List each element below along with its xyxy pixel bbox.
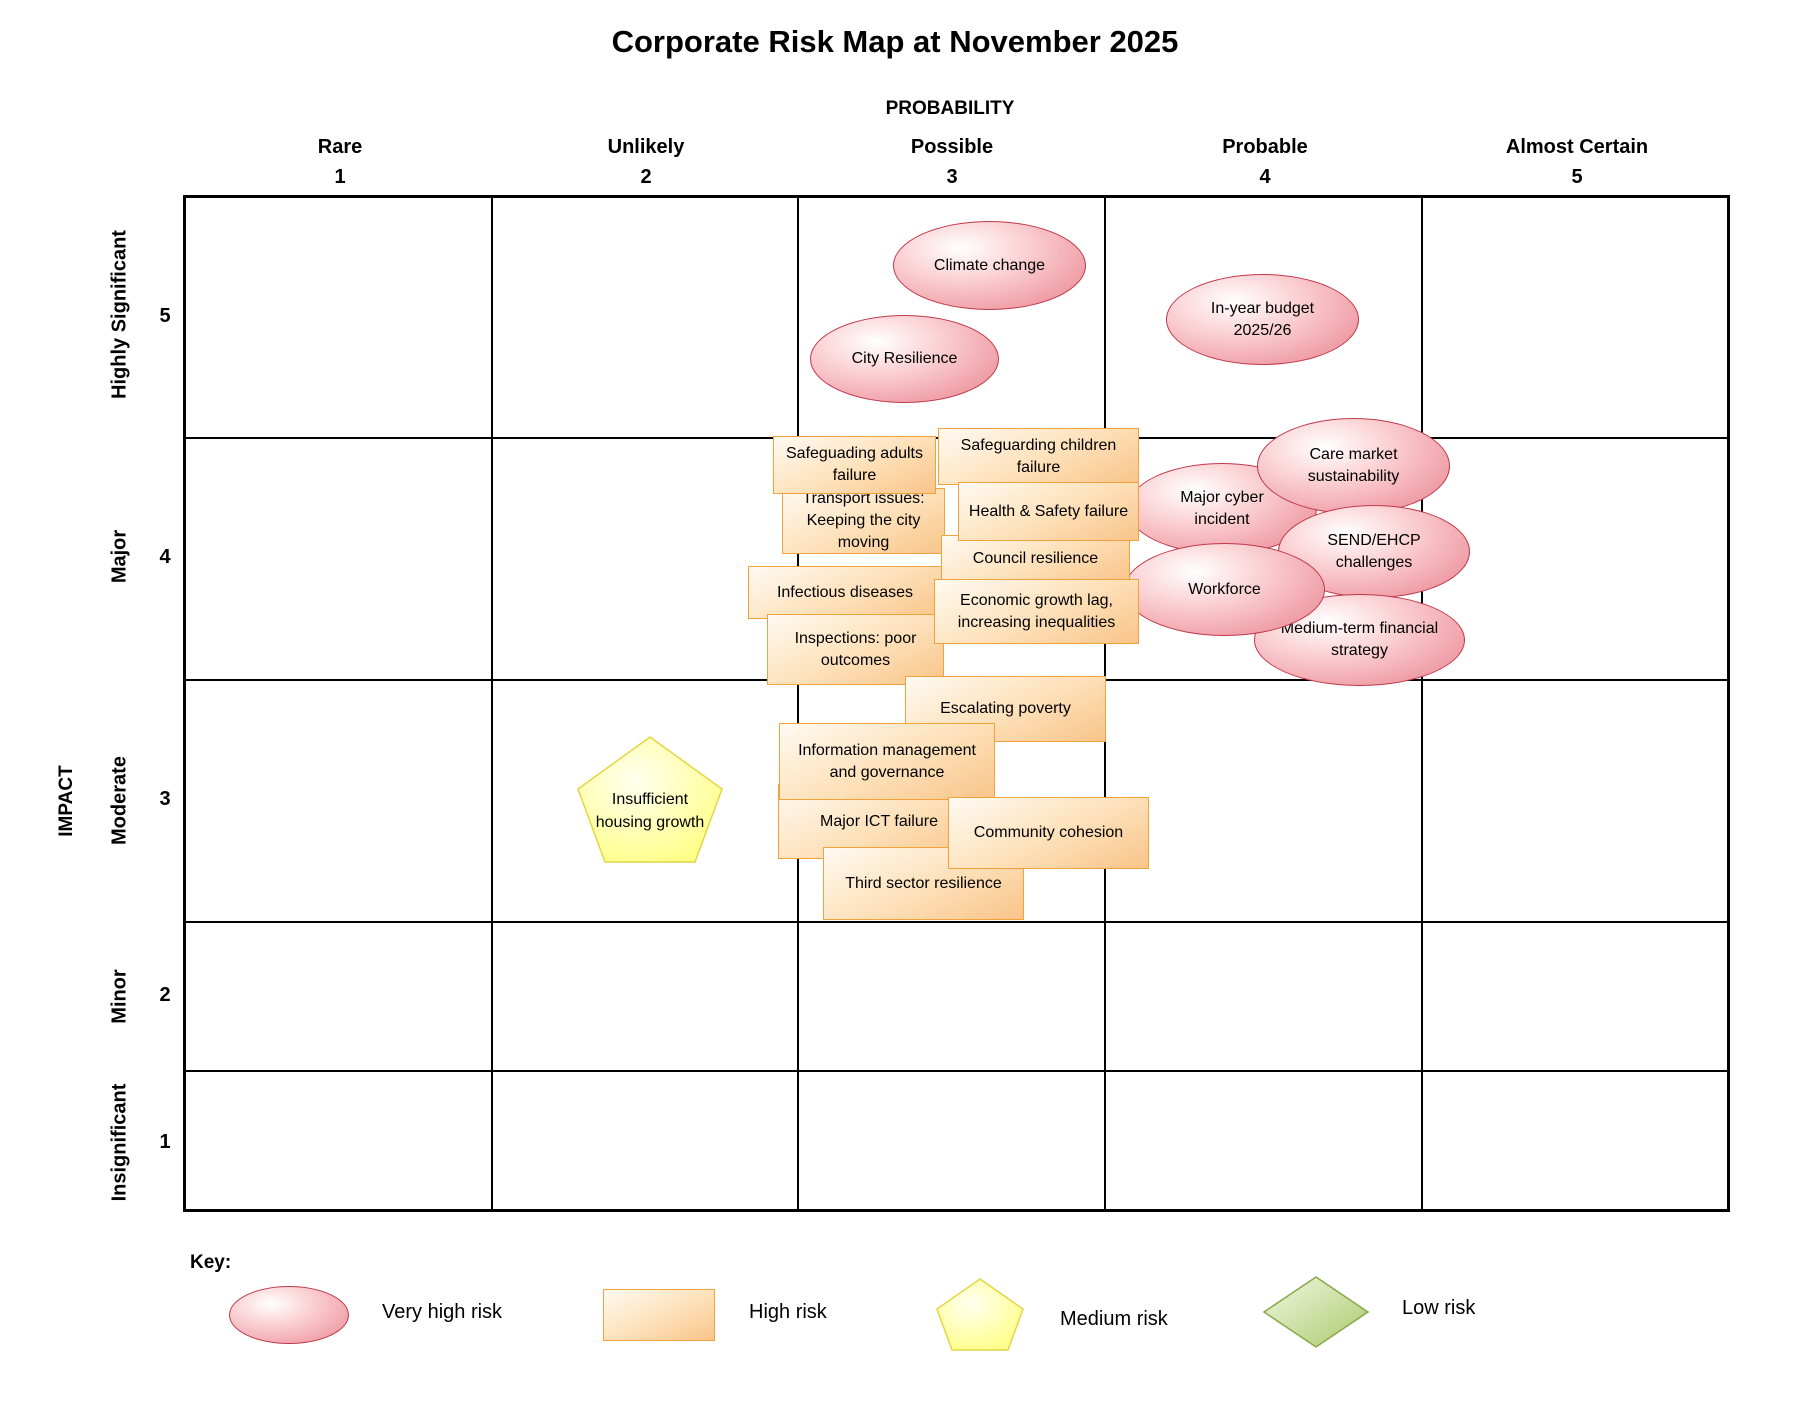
grid-column-divider (491, 198, 493, 1209)
key-low-risk-label: Low risk (1402, 1297, 1476, 1319)
key-high-risk-swatch (603, 1289, 715, 1341)
risk-care-market-sustainability[interactable]: Care market sustainability (1257, 418, 1450, 514)
key-very-high-risk-label: Very high risk (382, 1301, 503, 1323)
risk-climate-change[interactable]: Climate change (893, 221, 1086, 310)
grid-column-divider (797, 198, 799, 1209)
risk-inspections-poor-outcomes[interactable]: Inspections: poor outcomes (767, 614, 944, 685)
risk-information-management[interactable]: Information management and governance (779, 723, 995, 800)
column-number: 2 (640, 166, 652, 188)
column-name: Possible (910, 136, 994, 158)
row-number-1: 1 (159, 1131, 171, 1153)
risk-community-cohesion[interactable]: Community cohesion (948, 797, 1149, 869)
column-number: 1 (334, 166, 346, 188)
probability-axis-label: PROBABILITY (885, 98, 1015, 119)
risk-economic-growth-lag[interactable]: Economic growth lag, increasing inequali… (934, 579, 1139, 644)
risk-insufficient-housing-growth[interactable]: Insufficient housing growth (595, 791, 705, 831)
row-number-5: 5 (159, 305, 171, 327)
column-number: 3 (946, 166, 958, 188)
row-number-4: 4 (159, 546, 171, 568)
risk-escalating-poverty[interactable]: Escalating poverty (905, 676, 1106, 742)
risk-health-safety-failure[interactable]: Health & Safety failure (958, 482, 1139, 541)
column-header-possible: Possible 3 (832, 132, 1072, 192)
key-low-risk-swatch (1262, 1276, 1370, 1348)
risk-council-resilience[interactable]: Council resilience (941, 535, 1130, 582)
risk-city-resilience[interactable]: City Resilience (810, 315, 999, 403)
row-name-insignificant: Insignificant (108, 1083, 131, 1202)
key-title: Key: (190, 1252, 232, 1273)
medium-risk-pentagon-shape (577, 736, 723, 863)
column-header-almost-certain: Almost Certain 5 (1457, 132, 1697, 192)
row-name-moderate: Moderate (108, 756, 131, 845)
row-number-3: 3 (159, 788, 171, 810)
risk-safeguarding-adults[interactable]: Safeguading adults failure (773, 436, 936, 494)
column-header-unlikely: Unlikely 2 (526, 132, 766, 192)
page-title: Corporate Risk Map at November 2025 (611, 24, 1179, 59)
risk-safeguarding-children[interactable]: Safeguarding children failure (938, 428, 1139, 485)
grid-row-divider (186, 921, 1727, 923)
risk-in-year-budget[interactable]: In-year budget 2025/26 (1166, 274, 1359, 365)
key-high-risk-label: High risk (749, 1301, 827, 1323)
column-name: Unlikely (607, 136, 685, 158)
column-header-rare: Rare 1 (220, 132, 460, 192)
grid-column-divider (1421, 198, 1423, 1209)
risk-workforce[interactable]: Workforce (1124, 543, 1325, 636)
column-number: 4 (1259, 166, 1271, 188)
key-medium-risk-label: Medium risk (1060, 1308, 1168, 1330)
risk-transport-issues[interactable]: Transport issues: Keeping the city movin… (782, 488, 945, 554)
column-header-probable: Probable 4 (1145, 132, 1385, 192)
column-name: Rare (317, 136, 363, 158)
column-number: 5 (1571, 166, 1583, 188)
risk-infectious-diseases[interactable]: Infectious diseases (748, 566, 942, 619)
column-name: Almost Certain (1505, 136, 1649, 158)
key-medium-risk-swatch (936, 1278, 1024, 1351)
row-name-highly-significant: Highly Significant (108, 230, 131, 399)
impact-axis-label: IMPACT (56, 765, 77, 837)
key-very-high-risk-swatch (229, 1286, 349, 1344)
grid-row-divider (186, 1070, 1727, 1072)
row-name-major: Major (108, 529, 131, 584)
column-name: Probable (1222, 136, 1308, 158)
row-number-2: 2 (159, 984, 171, 1006)
